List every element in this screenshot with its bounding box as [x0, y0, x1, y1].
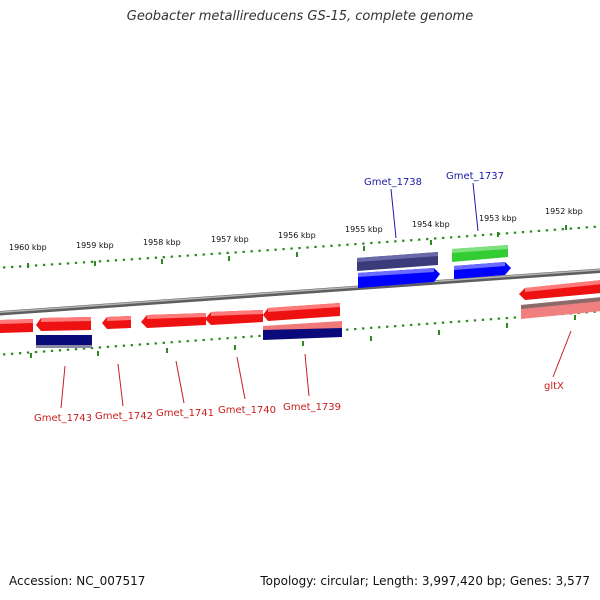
gene-label-Gmet_1737[interactable]: Gmet_1737 [446, 171, 504, 182]
gene-feature-Gmet_1739[interactable] [263, 303, 342, 340]
leader-line [552, 330, 572, 378]
scale-tick-label: 1952 kbp [545, 207, 583, 216]
leader-line [304, 353, 310, 397]
scale-tick-label: 1959 kbp [76, 241, 114, 250]
gene-label-Gmet_1743[interactable]: Gmet_1743 [34, 413, 92, 424]
scale-tick-label: 1953 kbp [479, 214, 517, 223]
scale-tick-label: 1958 kbp [143, 238, 181, 247]
gene-label-gltX[interactable]: gltX [544, 381, 564, 392]
outer-scale-line [0, 225, 600, 269]
gene-label-Gmet_1740[interactable]: Gmet_1740 [218, 405, 276, 416]
gene-feature-Gmet_1741[interactable] [141, 313, 206, 328]
gene-feature-Gmet_1737[interactable] [452, 245, 511, 279]
scale-tick-label: 1960 kbp [9, 243, 47, 252]
gene-feature-Gmet_1740[interactable] [205, 310, 263, 325]
gene-label-Gmet_1739[interactable]: Gmet_1739 [283, 402, 341, 413]
gene-feature-partial-left[interactable] [0, 319, 33, 333]
scale-tick-label: 1957 kbp [211, 235, 249, 244]
leader-line [60, 365, 66, 409]
gene-label-Gmet_1742[interactable]: Gmet_1742 [95, 411, 153, 422]
scale-tick-label: 1954 kbp [412, 220, 450, 229]
leader-line [117, 363, 124, 407]
accession-text: Accession: NC_007517 [9, 574, 146, 588]
genome-summary-text: Topology: circular; Length: 3,997,420 bp… [260, 574, 590, 588]
gene-feature-Gmet_1738[interactable] [357, 252, 440, 288]
leader-line [472, 182, 479, 232]
map-title: Geobacter metallireducens GS-15, complet… [126, 9, 474, 24]
outer-major-ticks [27, 225, 567, 268]
leader-line [390, 188, 397, 239]
gene-feature-Gmet_1743[interactable] [36, 317, 92, 348]
gene-label-Gmet_1738[interactable]: Gmet_1738 [364, 177, 422, 188]
inner-major-ticks [30, 315, 576, 358]
leader-line [236, 356, 246, 400]
scale-tick-label: 1956 kbp [278, 231, 316, 240]
gene-feature-Gmet_1742[interactable] [102, 316, 131, 329]
scale-tick-label: 1955 kbp [345, 225, 383, 234]
gene-feature-gltX[interactable] [519, 280, 600, 319]
leader-line [175, 360, 185, 404]
gene-label-Gmet_1741[interactable]: Gmet_1741 [156, 408, 214, 419]
genome-backbone [0, 268, 600, 316]
